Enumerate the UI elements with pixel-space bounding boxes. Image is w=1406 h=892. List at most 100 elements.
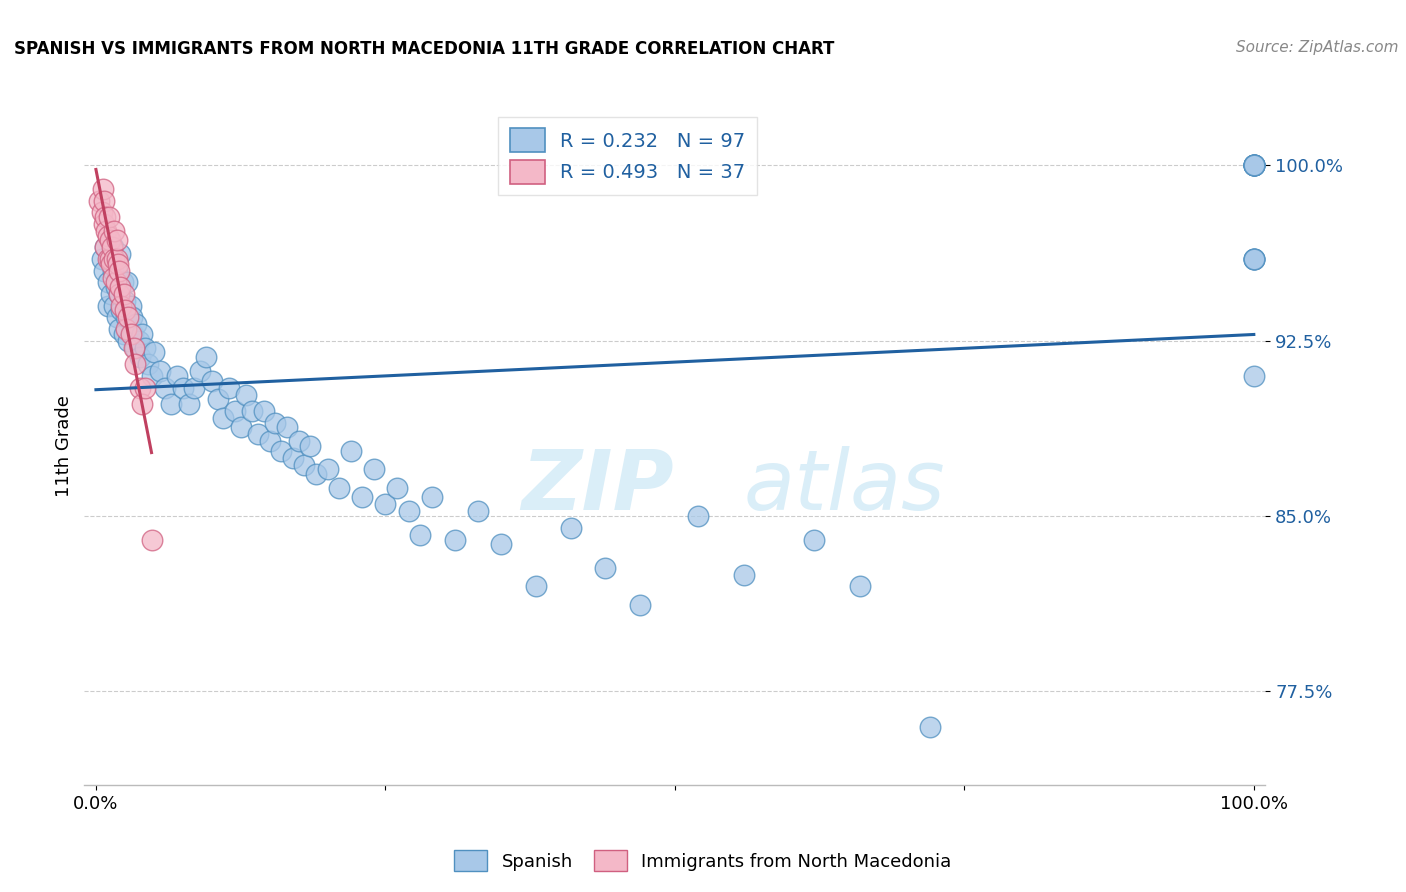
Point <box>270 443 292 458</box>
Point <box>1243 159 1265 173</box>
Text: SPANISH VS IMMIGRANTS FROM NORTH MACEDONIA 11TH GRADE CORRELATION CHART: SPANISH VS IMMIGRANTS FROM NORTH MACEDON… <box>14 40 834 58</box>
Point <box>134 380 156 394</box>
Point <box>141 368 163 383</box>
Point <box>120 299 142 313</box>
Point <box>560 521 582 535</box>
Point <box>166 368 188 383</box>
Point <box>1243 368 1265 383</box>
Point <box>1243 159 1265 173</box>
Point <box>188 364 211 378</box>
Legend: Spanish, Immigrants from North Macedonia: Spanish, Immigrants from North Macedonia <box>447 843 959 879</box>
Point <box>121 310 143 325</box>
Point <box>281 450 304 465</box>
Point <box>124 357 146 371</box>
Point <box>115 310 138 325</box>
Point <box>299 439 322 453</box>
Point <box>363 462 385 476</box>
Point <box>103 252 125 266</box>
Point <box>374 498 396 512</box>
Point <box>105 310 128 325</box>
Point <box>93 194 115 208</box>
Point <box>141 533 163 547</box>
Point <box>177 397 200 411</box>
Point <box>110 247 132 261</box>
Point <box>122 326 145 341</box>
Point <box>89 194 111 208</box>
Point <box>316 462 339 476</box>
Point <box>235 387 257 401</box>
Point <box>1243 252 1265 266</box>
Point <box>385 481 408 495</box>
Point <box>264 416 287 430</box>
Point <box>94 240 117 254</box>
Point <box>134 341 156 355</box>
Point <box>686 509 709 524</box>
Point <box>96 228 118 243</box>
Point <box>524 579 547 593</box>
Point <box>122 341 145 355</box>
Point <box>1243 159 1265 173</box>
Text: atlas: atlas <box>744 446 945 527</box>
Point <box>100 287 122 301</box>
Point <box>94 240 117 254</box>
Point <box>253 404 276 418</box>
Point <box>96 252 118 266</box>
Point <box>305 467 328 481</box>
Point <box>489 537 512 551</box>
Point <box>136 357 159 371</box>
Point <box>98 233 121 247</box>
Point <box>114 294 136 309</box>
Point <box>91 182 114 196</box>
Point <box>183 380 205 394</box>
Point <box>1243 252 1265 266</box>
Point <box>90 205 112 219</box>
Point <box>112 326 135 341</box>
Point <box>107 257 129 271</box>
Point <box>160 397 183 411</box>
Point <box>120 326 142 341</box>
Point <box>155 380 177 394</box>
Point <box>172 380 194 394</box>
Point <box>1243 159 1265 173</box>
Point <box>94 210 117 224</box>
Point <box>918 719 941 733</box>
Point <box>104 276 127 290</box>
Point <box>112 287 135 301</box>
Point <box>115 276 138 290</box>
Point <box>105 252 128 266</box>
Point <box>98 252 121 266</box>
Point <box>108 322 131 336</box>
Point <box>247 427 270 442</box>
Point <box>101 240 124 254</box>
Point <box>105 233 128 247</box>
Point <box>108 263 131 277</box>
Point <box>229 420 252 434</box>
Point <box>1243 159 1265 173</box>
Point <box>467 504 489 518</box>
Point <box>733 567 755 582</box>
Point <box>124 341 146 355</box>
Point <box>114 303 136 318</box>
Y-axis label: 11th Grade: 11th Grade <box>55 395 73 497</box>
Point <box>444 533 467 547</box>
Point <box>103 240 125 254</box>
Point <box>125 318 148 332</box>
Point <box>103 270 125 285</box>
Legend: R = 0.232   N = 97, R = 0.493   N = 37: R = 0.232 N = 97, R = 0.493 N = 37 <box>498 117 758 195</box>
Point <box>115 322 138 336</box>
Point <box>292 458 315 472</box>
Point <box>100 257 122 271</box>
Point <box>117 310 139 325</box>
Point <box>98 252 121 266</box>
Point <box>131 397 153 411</box>
Point <box>1243 159 1265 173</box>
Point <box>276 420 298 434</box>
Point <box>103 299 125 313</box>
Point <box>149 364 172 378</box>
Point <box>110 280 132 294</box>
Point <box>287 434 309 449</box>
Point <box>104 280 127 294</box>
Point <box>142 345 165 359</box>
Point <box>224 404 246 418</box>
Point <box>240 404 263 418</box>
